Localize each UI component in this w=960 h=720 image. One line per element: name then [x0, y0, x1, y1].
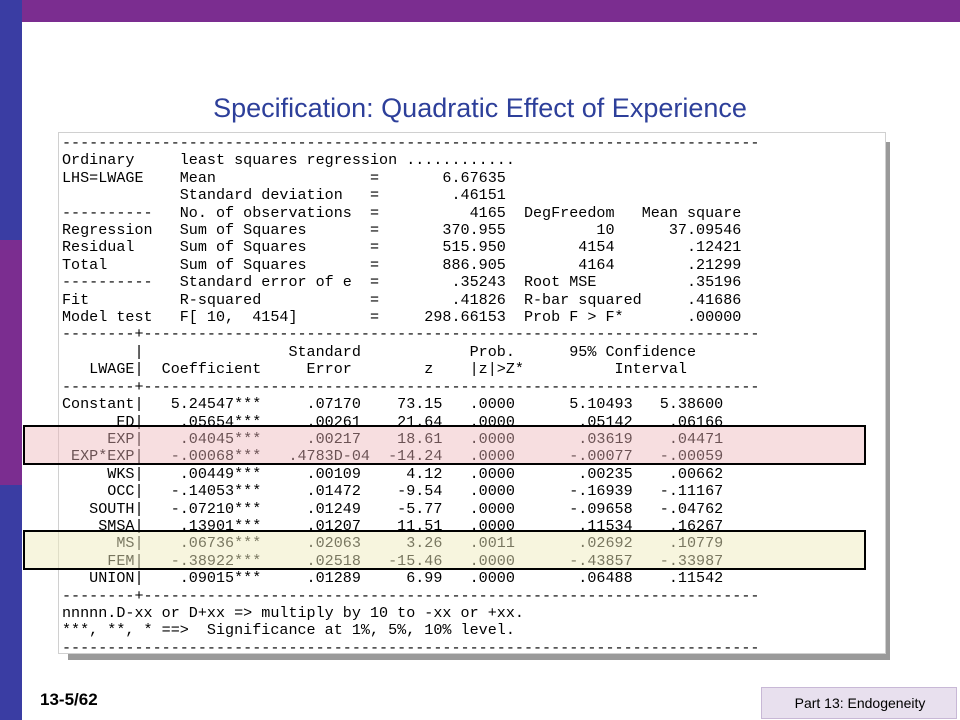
slide-title: Specification: Quadratic Effect of Exper…: [213, 93, 747, 123]
output-line: ---------- No. of observations = 4165 De…: [62, 203, 742, 222]
output-line: Ordinary least squares regression ......…: [62, 151, 515, 170]
output-line: --------+-------------------------------…: [62, 586, 760, 605]
footer-label: Part 13: Endogeneity: [794, 695, 926, 711]
output-line: WKS| .00449*** .00109 4.12 .0000 .00235 …: [62, 464, 724, 483]
footer-box: Part 13: Endogeneity: [761, 687, 957, 719]
regression-output-panel: ----------------------------------------…: [58, 132, 886, 654]
slide-number: 13-5/62: [40, 690, 98, 709]
output-line: OCC| -.14053*** .01472 -9.54 .0000 -.169…: [62, 482, 724, 501]
highlight-ms-fem-rows: [23, 530, 866, 570]
output-line: --------+-------------------------------…: [62, 377, 760, 396]
left-accent-bar: [0, 0, 22, 720]
output-line: UNION| .09015*** .01289 6.99 .0000 .0648…: [62, 569, 724, 588]
output-line: ----------------------------------------…: [62, 134, 760, 152]
output-line: Fit R-squared = .41826 R-bar squared .41…: [62, 290, 742, 309]
output-line: EXP*EXP| -.00068*** .4783D-04 -14.24 .00…: [62, 447, 724, 466]
output-line: ----------------------------------------…: [62, 638, 760, 654]
highlight-exp-rows: [23, 425, 866, 465]
output-line: Constant| 5.24547*** .07170 73.15 .0000 …: [62, 395, 724, 414]
output-line: --------+-------------------------------…: [62, 325, 760, 344]
output-line: nnnnn.D-xx or D+xx => multiply by 10 to …: [62, 603, 524, 622]
output-line: Regression Sum of Squares = 370.955 10 3…: [62, 221, 742, 240]
output-line: ***, **, * ==> Significance at 1%, 5%, 1…: [62, 621, 515, 640]
output-line: LWAGE| Coefficient Error z |z|>Z* Interv…: [62, 360, 687, 379]
top-accent-bar: [0, 0, 960, 22]
regression-output-text: ----------------------------------------…: [59, 133, 885, 654]
output-line: Residual Sum of Squares = 515.950 4154 .…: [62, 238, 742, 257]
output-line: ---------- Standard error of e = .35243 …: [62, 273, 742, 292]
output-line: Standard deviation = .46151: [62, 186, 506, 205]
output-line: LHS=LWAGE Mean = 6.67635: [62, 168, 506, 187]
left-accent-segment: [0, 240, 22, 485]
output-line: Total Sum of Squares = 886.905 4164 .212…: [62, 255, 742, 274]
output-line: | Standard Prob. 95% Confidence: [62, 342, 697, 361]
output-line: EXP| .04045*** .00217 18.61 .0000 .03619…: [62, 429, 724, 448]
output-line: SOUTH| -.07210*** .01249 -5.77 .0000 -.0…: [62, 499, 724, 518]
output-line: Model test F[ 10, 4154] = 298.66153 Prob…: [62, 308, 742, 327]
